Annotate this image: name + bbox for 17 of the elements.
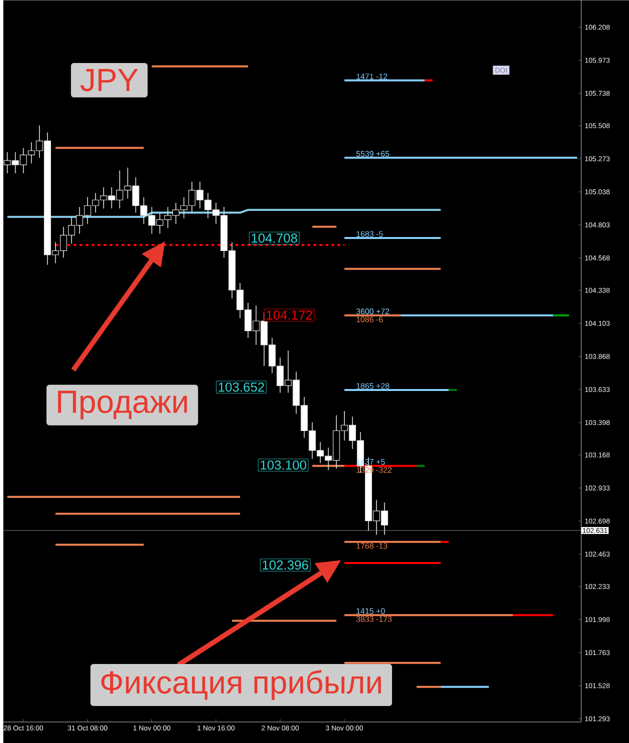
annotation: 1086 -6 xyxy=(356,316,383,322)
annotation: 1683 -5 xyxy=(356,231,383,237)
annotation: 104.708 xyxy=(252,234,298,243)
annotation: 102.396 xyxy=(262,560,308,570)
annotation: 1471 -12 xyxy=(356,74,388,80)
annotation: 1768 -13 xyxy=(356,543,388,549)
annotation: Фиксация прибыли xyxy=(101,670,381,700)
annotation: 104.172 xyxy=(266,310,312,320)
annotation: 1865 +28 xyxy=(356,383,390,389)
annotation: Продажи xyxy=(58,390,187,420)
annotation: 1415 +0 xyxy=(356,608,385,614)
annotation: 103.652 xyxy=(218,382,264,392)
annotation: 3600 +72 xyxy=(356,308,390,314)
annotation: JPY xyxy=(80,69,138,92)
annotation: 5539 +65 xyxy=(356,150,390,157)
annotation: 103.100 xyxy=(260,460,306,470)
annotation: 3833 -173 xyxy=(356,616,392,622)
